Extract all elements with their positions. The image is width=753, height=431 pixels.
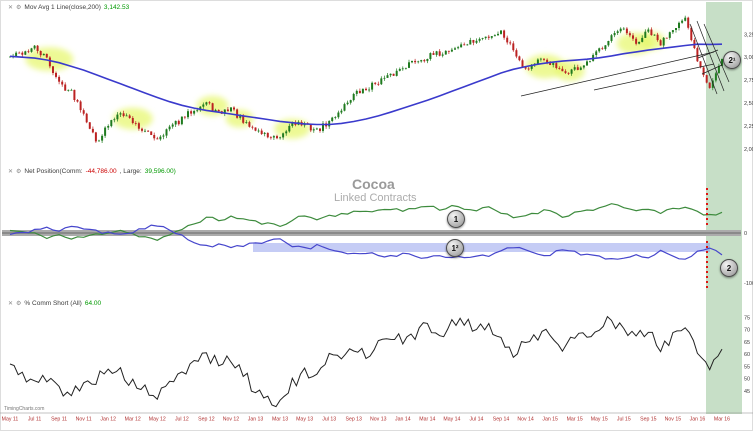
- trendline: [696, 20, 725, 92]
- axis-tick-label: Nov 14: [517, 417, 534, 423]
- axis-tick-label: -100k: [744, 281, 753, 287]
- ma200-line: [9, 43, 723, 126]
- trendline: [689, 23, 718, 95]
- axis-tick-label: 50: [744, 377, 750, 383]
- blue-highlight-band: [253, 243, 710, 252]
- net-position-comm-value: -44,786.00: [85, 168, 117, 175]
- settings-icon[interactable]: ⚙: [16, 4, 22, 11]
- axis-tick-label: 0: [744, 231, 747, 237]
- close-icon[interactable]: ✕: [8, 168, 14, 175]
- axis-tick-label: Jan 15: [542, 417, 558, 423]
- net-position-label-mid: , Large:: [119, 168, 142, 175]
- trendline: [701, 64, 723, 75]
- axis-tick-label: Mar 12: [125, 417, 141, 423]
- axis-tick-label: 3,000: [744, 55, 753, 61]
- annotation-circle-2: 2: [720, 259, 738, 277]
- axis-tick-label: Jul 15: [617, 417, 631, 423]
- axis-tick-label: Jul 12: [175, 417, 189, 423]
- trendline: [520, 51, 715, 97]
- net-line-comm: [9, 224, 723, 260]
- settings-icon[interactable]: ⚙: [16, 168, 22, 175]
- annotation-circle-1²: 1²: [446, 239, 464, 257]
- highlight-blobs: [25, 31, 665, 139]
- axis-tick-label: Nov 13: [370, 417, 387, 423]
- axis-tick-label: Jan 13: [248, 417, 264, 423]
- axis-tick-label: Sep 11: [51, 417, 67, 423]
- net-position-large-value: 39,596.00): [144, 168, 176, 175]
- axis-tick-label: 3,250: [744, 32, 753, 38]
- watermark-subtitle: Linked Contracts: [334, 192, 417, 204]
- axis-tick-label: Nov 11: [76, 417, 92, 423]
- axis-tick-label: Jul 14: [470, 417, 484, 423]
- axis-tick-label: 70: [744, 328, 750, 334]
- axis-tick-label: Sep 12: [198, 417, 215, 423]
- axis-tick-label: May 15: [591, 417, 608, 423]
- axis-tick-label: 45: [744, 389, 750, 395]
- site-credit: TimingCharts.com: [4, 406, 45, 412]
- axis-tick-label: Nov 12: [223, 417, 240, 423]
- annotation-circle-1: 1: [447, 210, 465, 228]
- axis-tick-label: May 12: [149, 417, 166, 423]
- pct-short-line: [9, 315, 723, 408]
- close-icon[interactable]: ✕: [8, 300, 14, 307]
- axis-tick-label: 2,250: [744, 124, 753, 130]
- axis-tick-label: 60: [744, 352, 750, 358]
- trendline: [703, 23, 730, 83]
- axis-tick-label: 65: [744, 340, 750, 346]
- panel-header-pct-comm-short: ✕ ⚙ % Comm Short (All) 64.00: [8, 300, 101, 307]
- axis-tick-label: Mar 15: [567, 417, 583, 423]
- watermark-title: Cocoa: [352, 176, 395, 192]
- panel-header-net-position: ✕ ⚙ Net Position(Comm: -44,786.00 , Larg…: [8, 168, 176, 175]
- price-indicator-label: Mov Avg 1 Line(close,200): [24, 4, 101, 11]
- axis-tick-label: 55: [744, 364, 750, 370]
- trendline: [697, 49, 719, 59]
- axis-tick-label: Mar 16: [714, 417, 730, 423]
- pct-comm-short-value: 64.00: [84, 300, 102, 307]
- axis-tick-label: Jan 16: [690, 417, 706, 423]
- pct-comm-short-label: % Comm Short (All): [24, 300, 82, 307]
- axis-tick-label: Nov 15: [665, 417, 682, 423]
- axis-tick-label: Mar 13: [272, 417, 288, 423]
- zero-band-core: [2, 232, 741, 234]
- price-indicator-value: 3,142.53: [103, 4, 130, 11]
- settings-icon[interactable]: ⚙: [16, 300, 22, 307]
- axis-tick-label: 2,000: [744, 147, 753, 153]
- annotation-circle-2¹: 2¹: [723, 51, 741, 69]
- axis-tick-label: Sep 14: [493, 417, 510, 423]
- axis-tick-label: Jul 11: [28, 417, 42, 423]
- net-position-label-prefix: Net Position(Comm:: [24, 168, 83, 175]
- axis-tick-label: May 13: [296, 417, 313, 423]
- axis-tick-label: Sep 13: [345, 417, 362, 423]
- axis-tick-label: Jul 13: [322, 417, 336, 423]
- axis-tick-label: 2,500: [744, 101, 753, 107]
- highlight-blob: [554, 61, 585, 81]
- axis-tick-label: May 14: [443, 417, 460, 423]
- panel-header-price: ✕ ⚙ Mov Avg 1 Line(close,200) 3,142.53: [8, 4, 129, 11]
- trendline: [593, 63, 715, 91]
- axis-tick-label: May 11: [2, 417, 19, 423]
- axis-tick-label: Sep 15: [640, 417, 657, 423]
- axis-tick-label: 75: [744, 315, 750, 321]
- trendlines: [520, 20, 730, 97]
- axis-tick-label: 2,750: [744, 78, 753, 84]
- axis-tick-label: Jan 12: [100, 417, 116, 423]
- axis-tick-label: Mar 14: [419, 417, 435, 423]
- close-icon[interactable]: ✕: [8, 4, 14, 11]
- axis-tick-label: Jan 14: [395, 417, 411, 423]
